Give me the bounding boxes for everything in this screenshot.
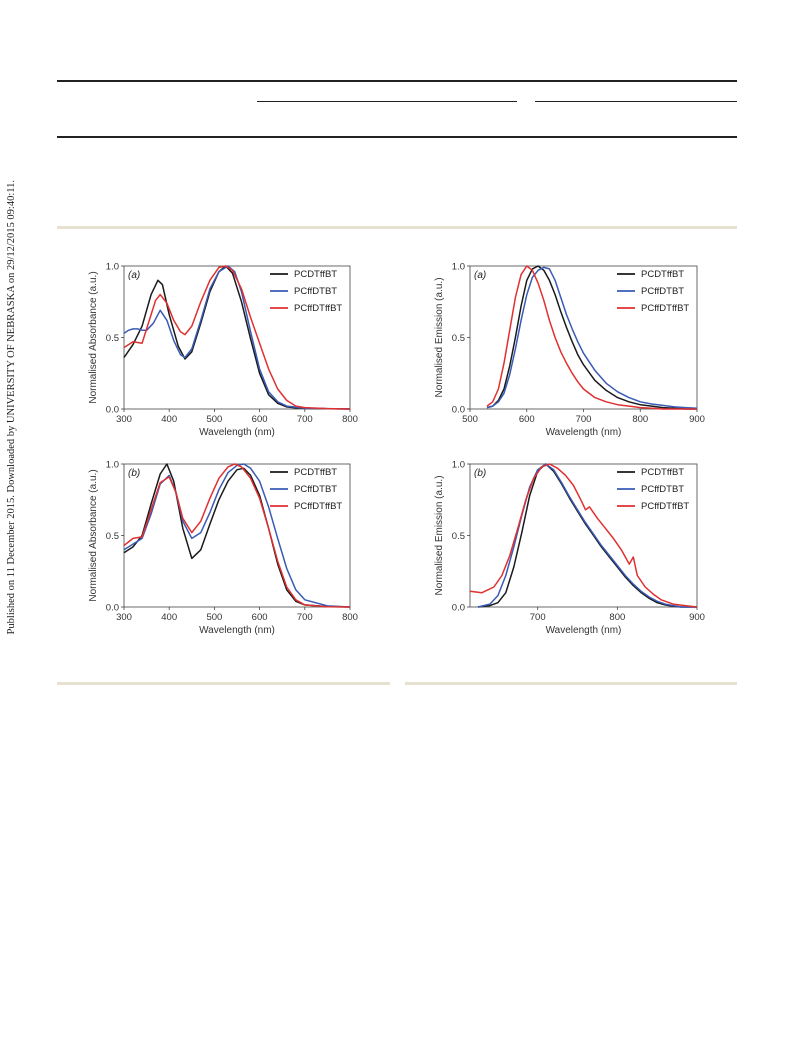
- chart2-x-axis-title: Wavelength (nm): [199, 625, 275, 636]
- chart3-series-PCffDTBT: [477, 463, 697, 608]
- chart2-x-tick-label: 800: [342, 612, 358, 623]
- chart3-x-tick-label: 900: [689, 612, 705, 623]
- chart1-x-tick-label: 600: [519, 414, 535, 425]
- chart0-legend-label-PCffDTffBT: PCffDTffBT: [294, 303, 342, 314]
- chart2-x-tick-label: 300: [116, 612, 132, 623]
- chart2-legend-label-PCffDTffBT: PCffDTffBT: [294, 501, 342, 512]
- chart0-y-tick-label: 0.5: [106, 333, 119, 344]
- absorbance-chart-a-svg: 300 400 500 600 700 800 0.0 0.5 1.0 Wavelength (n…: [88, 262, 358, 439]
- chart2-series-PCDTffBT: [123, 463, 351, 608]
- chart2-y-tick-label: 1.0: [106, 460, 119, 471]
- figure-bottom-divider-left: [57, 682, 390, 685]
- chart2-y-tick-label: 0.5: [106, 531, 119, 542]
- chart3-series-PCDTffBT: [477, 463, 697, 608]
- chart1-legend-label-PCDTffBT: PCDTffBT: [641, 269, 684, 280]
- chart1-series-PCffDTffBT: [486, 265, 697, 410]
- chart3-legend-label-PCffDTBT: PCffDTBT: [641, 484, 684, 495]
- chart2-panel-label: (b): [128, 468, 140, 479]
- chart3-panel-label: (b): [474, 468, 486, 479]
- chart2-y-tick-label: 0.0: [106, 603, 119, 614]
- chart1-legend-label-PCffDTBT: PCffDTBT: [641, 286, 684, 297]
- table-top-rule: [57, 80, 737, 82]
- figure-top-divider: [57, 226, 737, 229]
- chart0-x-axis-title: Wavelength (nm): [199, 427, 275, 438]
- chart1-panel-label: (a): [474, 270, 486, 281]
- absorbance-chart-b: 300 400 500 600 700 800 0.0 0.5 1.0 Wavelength (n…: [78, 454, 378, 649]
- chart3-y-tick-label: 0.5: [452, 531, 465, 542]
- chart0-x-tick-label: 300: [116, 414, 132, 425]
- emission-chart-b: 700 800 900 0.0 0.5 1.0 Wavelength (nm) Normali…: [425, 454, 725, 649]
- chart3-legend-label-PCDTffBT: PCDTffBT: [641, 467, 684, 478]
- chart3-series-PCffDTffBT: [469, 463, 698, 608]
- chart1-y-tick-label: 1.0: [452, 262, 465, 273]
- chart0-x-tick-label: 600: [252, 414, 268, 425]
- chart3-x-tick-label: 800: [609, 612, 625, 623]
- chart0-series-PCffDTffBT: [123, 265, 351, 410]
- chart2-x-tick-label: 400: [161, 612, 177, 623]
- figure-bottom-divider-right: [405, 682, 737, 685]
- chart1-x-tick-label: 900: [689, 414, 705, 425]
- absorbance-chart-b-svg: 300 400 500 600 700 800 0.0 0.5 1.0 Wavelength (n…: [88, 460, 358, 637]
- chart2-x-tick-label: 500: [206, 612, 222, 623]
- chart1-series-PCffDTBT: [486, 266, 698, 410]
- chart0-y-tick-label: 0.0: [106, 405, 119, 416]
- chart0-x-tick-label: 500: [206, 414, 222, 425]
- chart0-y-axis-title: Normalised Absorbance (a.u.): [88, 271, 99, 403]
- chart0-y-tick-label: 1.0: [106, 262, 119, 273]
- chart2-y-axis-title: Normalised Absorbance (a.u.): [88, 469, 99, 601]
- chart3-x-axis-title: Wavelength (nm): [546, 625, 622, 636]
- emission-chart-a-svg: 500 600 700 800 900 0.0 0.5 1.0 Wavelength (nm) N…: [434, 262, 705, 439]
- chart0-legend-label-PCffDTBT: PCffDTBT: [294, 286, 337, 297]
- chart3-y-tick-label: 1.0: [452, 460, 465, 471]
- chart3-x-tick-label: 700: [530, 612, 546, 623]
- chart3-y-axis-title: Normalised Emission (a.u.): [434, 475, 445, 595]
- publication-note: Published on 11 December 2015. Downloade…: [6, 180, 17, 635]
- chart1-y-axis-title: Normalised Emission (a.u.): [434, 277, 445, 397]
- chart0-series-PCffDTBT: [123, 265, 351, 410]
- chart1-x-tick-label: 800: [632, 414, 648, 425]
- emission-chart-a: 500 600 700 800 900 0.0 0.5 1.0 Wavelength (nm) N…: [425, 256, 725, 451]
- chart1-x-tick-label: 700: [576, 414, 592, 425]
- chart0-x-tick-label: 700: [297, 414, 313, 425]
- table-group-rule-left: [257, 101, 517, 102]
- emission-chart-b-svg: 700 800 900 0.0 0.5 1.0 Wavelength (nm) Normali…: [434, 460, 705, 637]
- chart1-x-axis-title: Wavelength (nm): [546, 427, 622, 438]
- chart0-x-tick-label: 400: [161, 414, 177, 425]
- chart2-x-tick-label: 600: [252, 612, 268, 623]
- chart1-y-tick-label: 0.0: [452, 405, 465, 416]
- table-bottom-rule: [57, 136, 737, 138]
- chart1-series-PCDTffBT: [486, 265, 697, 410]
- chart2-legend-label-PCDTffBT: PCDTffBT: [294, 467, 337, 478]
- chart0-panel-label: (a): [128, 270, 140, 281]
- chart2-series-PCffDTffBT: [123, 463, 351, 608]
- chart0-x-tick-label: 800: [342, 414, 358, 425]
- absorbance-chart-a: 300 400 500 600 700 800 0.0 0.5 1.0 Wavelength (n…: [78, 256, 378, 451]
- chart3-y-tick-label: 0.0: [452, 603, 465, 614]
- chart2-legend-label-PCffDTBT: PCffDTBT: [294, 484, 337, 495]
- chart0-legend-label-PCDTffBT: PCDTffBT: [294, 269, 337, 280]
- table-group-rule-right: [535, 101, 737, 102]
- chart1-legend-label-PCffDTffBT: PCffDTffBT: [641, 303, 689, 314]
- chart3-legend-label-PCffDTffBT: PCffDTffBT: [641, 501, 689, 512]
- chart2-x-tick-label: 700: [297, 612, 313, 623]
- chart1-x-tick-label: 500: [462, 414, 478, 425]
- chart1-y-tick-label: 0.5: [452, 333, 465, 344]
